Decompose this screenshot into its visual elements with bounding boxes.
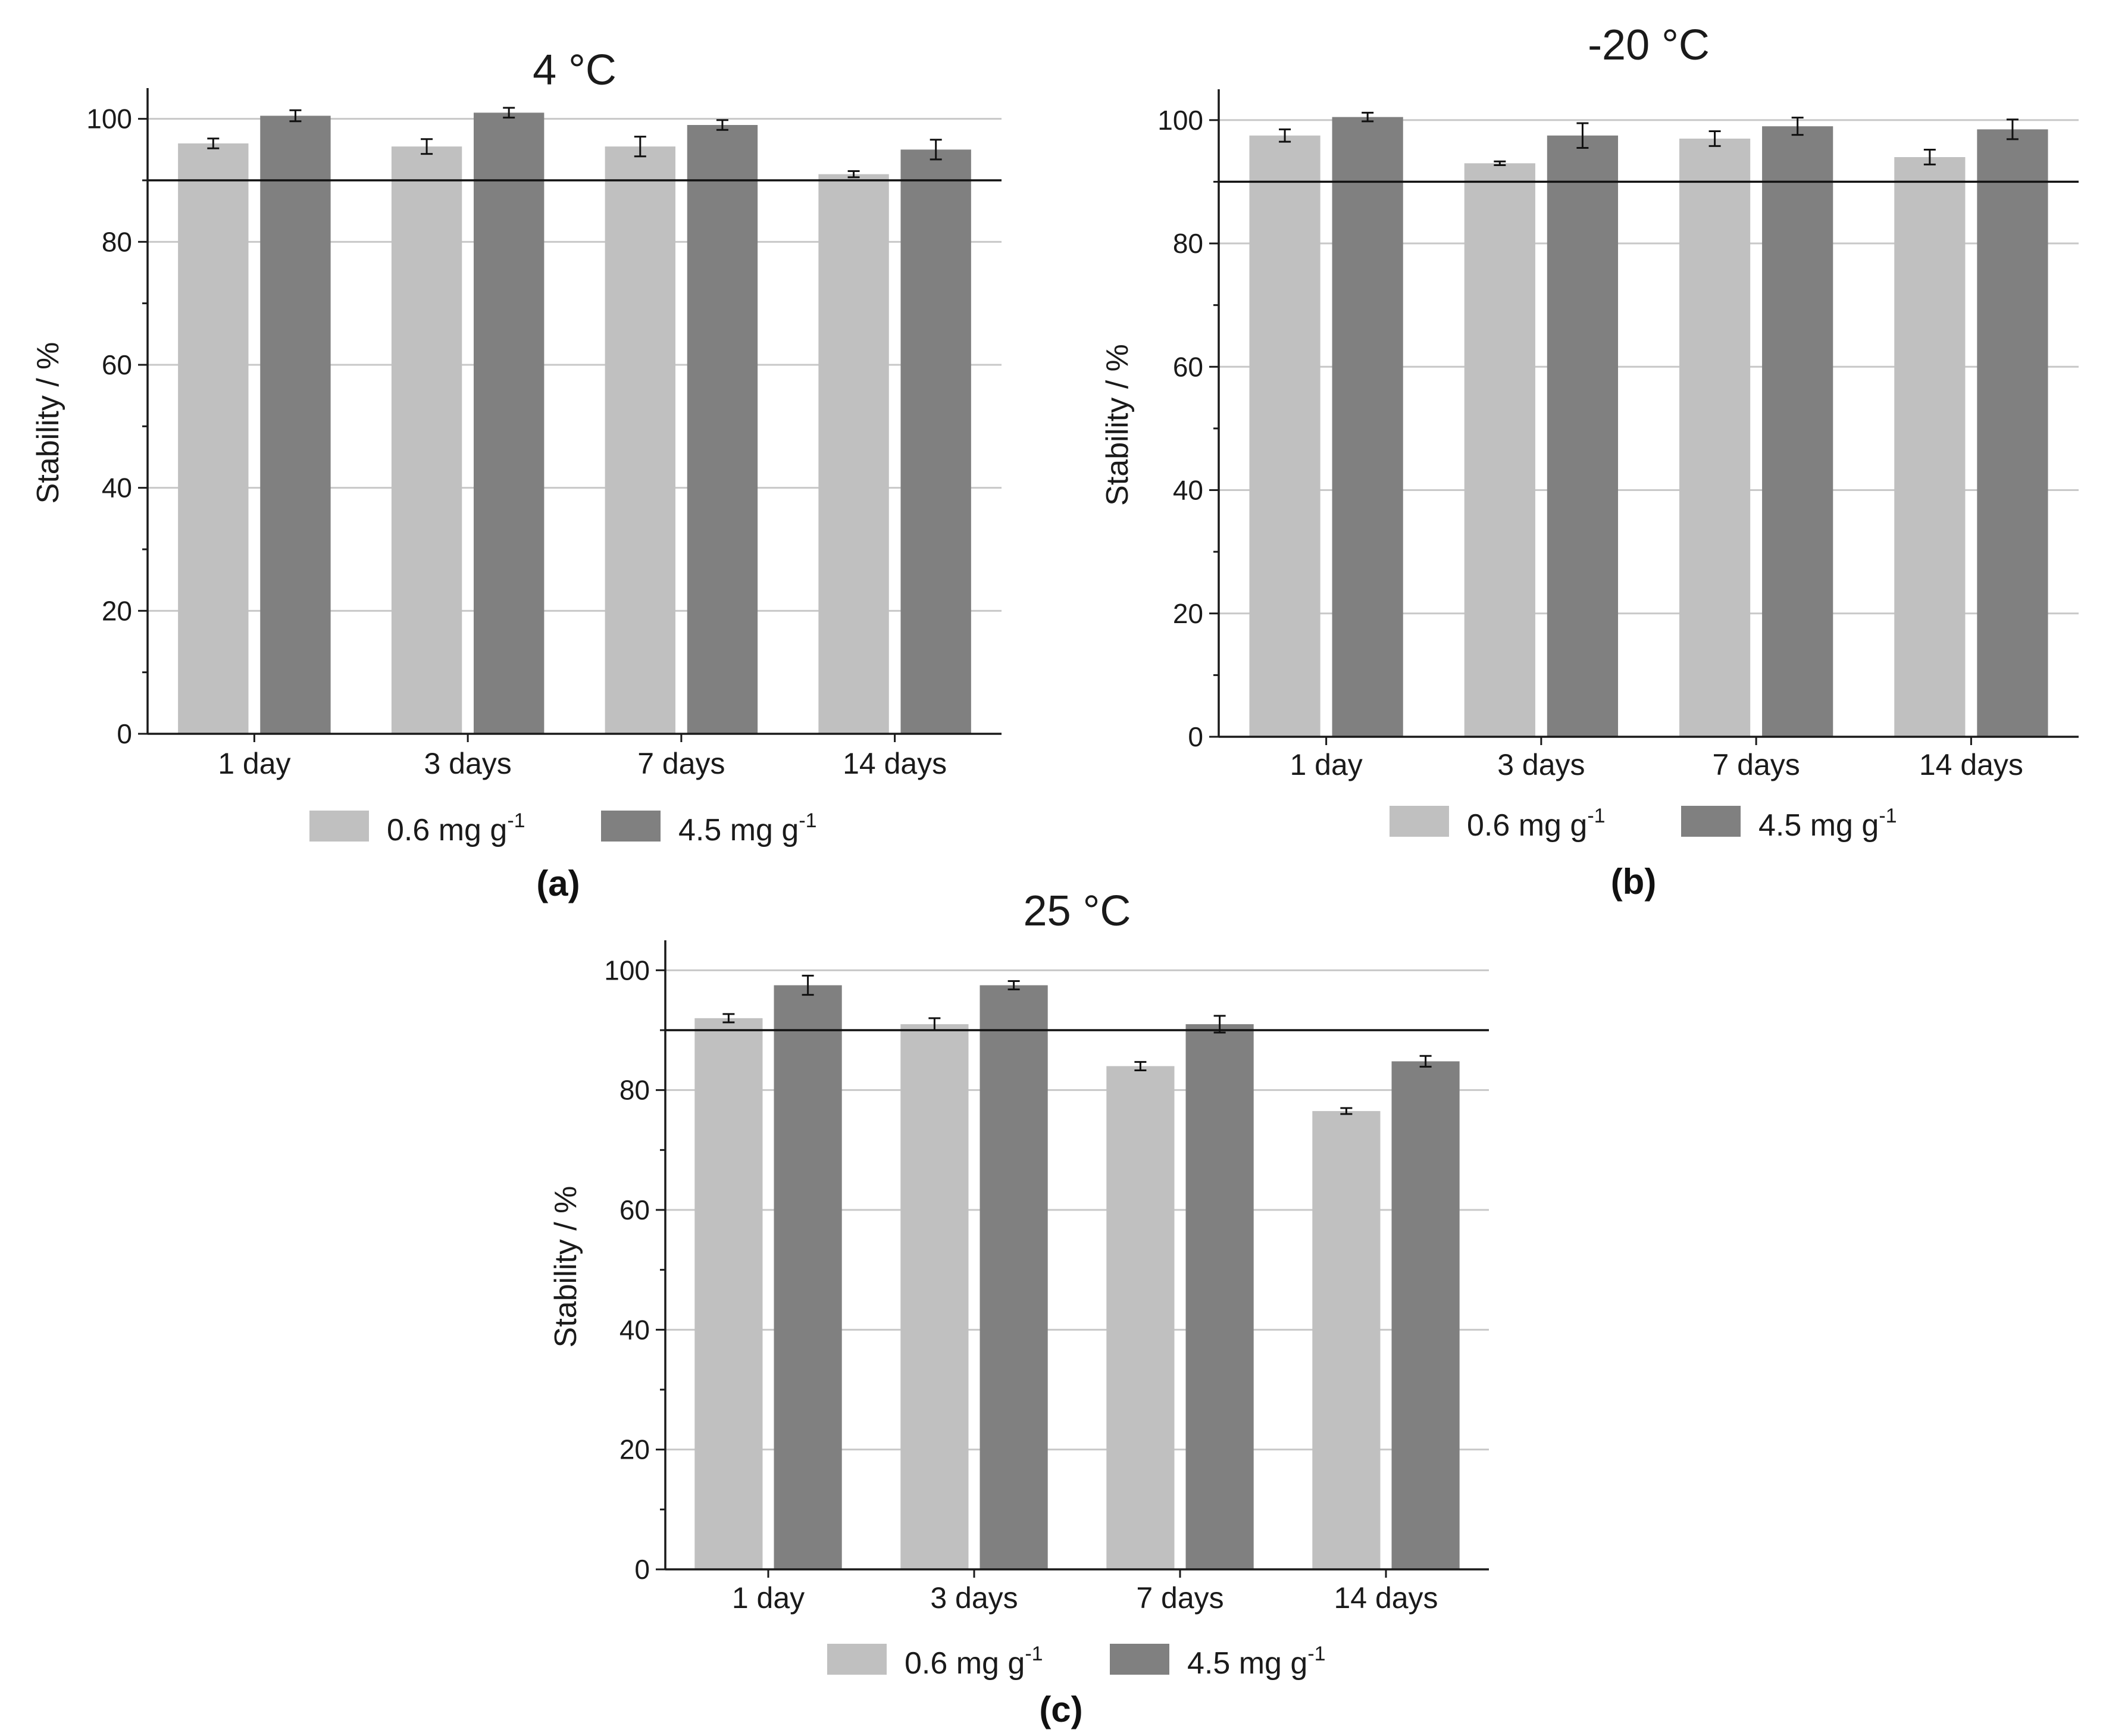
legend-swatch-series-2 [1681,806,1741,837]
legend-swatch-series-1 [827,1644,887,1675]
y-tick-label: 40 [102,473,132,503]
x-tick-label: 7 days [1712,748,1800,781]
legend-superscript: -1 [1879,805,1897,827]
y-tick-label: 100 [86,104,132,134]
y-axis-title: Stability / % [549,1186,583,1348]
bar-3-days-series-2 [1547,135,1619,737]
y-tick-label: 100 [1157,105,1203,136]
legend-swatch-series-1 [1390,806,1449,837]
bar-7-days-series-2 [687,125,758,734]
y-tick-label: 80 [619,1075,650,1106]
panel-4c: 1 day 3 days 7 days 14 days 0 20 40 60 80 100 Stab… [31,46,1002,903]
x-tick-label: 3 days [930,1581,1018,1615]
chart-title: -20 °C [1588,21,1710,69]
x-tick-label: 14 days [843,747,947,780]
x-tick-label: 14 days [1334,1581,1438,1615]
bar-1-day-series-1 [1249,135,1320,737]
y-tick-label: 60 [1173,351,1203,382]
y-tick-label: 80 [1173,228,1203,259]
legend-swatch-series-2 [1110,1644,1169,1675]
legend-superscript: -1 [1587,805,1605,827]
x-tick-label: 3 days [1497,748,1585,781]
y-axis-title: Stability / % [31,342,65,504]
legend-label-series-2: 4.5 mg g-1 [1187,1643,1326,1681]
y-tick-label: 20 [619,1434,650,1465]
bar-3-days-series-1 [391,146,462,734]
bar-1-day-series-2 [260,115,331,734]
y-tick-label: 20 [1173,598,1203,629]
y-axis-title: Stability / % [1100,344,1135,506]
chart-title: 4 °C [533,46,617,94]
bar-3-days-series-2 [980,985,1048,1569]
y-tick-label: 40 [1173,475,1203,506]
y-tick-label: 0 [117,718,132,749]
x-tick-label: 7 days [637,747,725,780]
y-tick-label: 0 [634,1554,650,1585]
bar-7-days-series-1 [1106,1066,1175,1569]
x-tick-label: 14 days [1919,748,2023,781]
panel-minus20c: 1 day 3 days 7 days 14 days 0 20 40 60 80 100 Stab… [1100,21,2079,902]
panel-label: (b) [1611,862,1657,902]
bar-3-days-series-2 [473,112,545,734]
legend-swatch-series-1 [309,811,369,842]
panel-label: (c) [1039,1690,1082,1729]
bar-14-days-series-2 [1391,1061,1460,1569]
bar-14-days-series-2 [1977,129,2048,737]
x-tick-label: 7 days [1136,1581,1223,1615]
legend-label-series-2: 4.5 mg g-1 [678,809,817,847]
y-tick-label: 80 [102,226,132,257]
bar-3-days-series-1 [900,1024,969,1569]
y-tick-label: 40 [619,1314,650,1345]
legend-label-series-1: 0.6 mg g-1 [905,1643,1043,1681]
x-tick-label: 3 days [424,747,511,780]
bar-1-day-series-2 [1332,117,1403,737]
x-tick-label: 1 day [732,1581,805,1615]
bar-14-days-series-1 [1894,157,1966,737]
legend-superscript: -1 [1307,1643,1325,1665]
bar-14-days-series-2 [900,149,971,734]
x-tick-label: 1 day [218,747,290,780]
legend-superscript: -1 [507,809,525,832]
y-tick-label: 20 [102,595,132,626]
bar-3-days-series-1 [1464,163,1535,737]
bar-1-day-series-2 [774,985,842,1569]
legend-swatch-series-2 [601,811,661,842]
chart-title: 25 °C [1024,887,1131,935]
legend-superscript: -1 [799,809,816,832]
bar-14-days-series-1 [1312,1111,1381,1569]
bar-7-days-series-2 [1762,126,1833,737]
bar-7-days-series-1 [1679,138,1751,737]
x-tick-label: 1 day [1290,748,1362,781]
panel-label: (a) [536,864,580,903]
y-tick-label: 0 [1188,721,1203,752]
y-tick-label: 100 [604,955,650,986]
legend-label-series-1: 0.6 mg g-1 [1467,805,1606,843]
bar-1-day-series-1 [694,1018,763,1569]
panel-25c: 1 day 3 days 7 days 14 days 0 20 40 60 80 100 Stab… [549,887,1489,1729]
bar-14-days-series-1 [818,174,889,734]
legend-label-series-1: 0.6 mg g-1 [387,809,525,847]
bar-7-days-series-1 [605,146,676,734]
bar-7-days-series-2 [1185,1024,1254,1569]
bar-1-day-series-1 [178,143,249,734]
legend-label-series-2: 4.5 mg g-1 [1758,805,1897,843]
legend-superscript: -1 [1025,1643,1043,1665]
y-tick-label: 60 [619,1194,650,1225]
y-tick-label: 60 [102,349,132,380]
